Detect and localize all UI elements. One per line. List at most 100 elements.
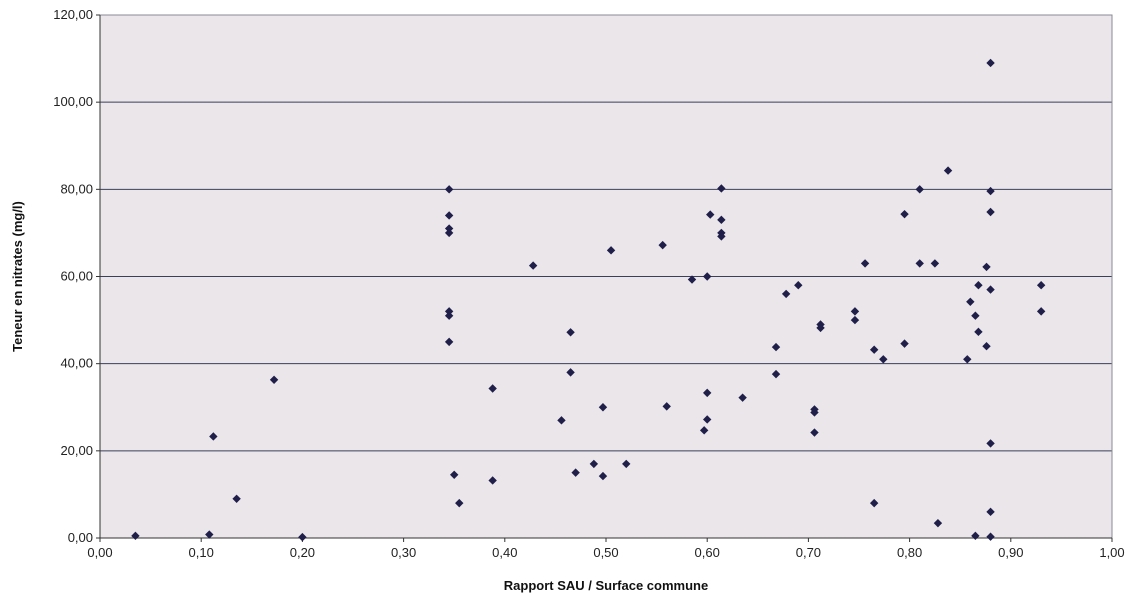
y-tick-labels: 0,00 20,00 40,00 60,00 80,00 100,00 120,00 <box>53 7 100 545</box>
data-point <box>850 315 860 325</box>
data-point <box>971 311 980 320</box>
x-tick-label: 0,80 <box>897 545 922 560</box>
data-point <box>444 211 454 220</box>
data-points <box>131 58 1046 542</box>
data-point <box>869 498 879 508</box>
data-point <box>557 416 566 425</box>
x-tick-label: 0,00 <box>87 545 112 560</box>
data-point <box>488 476 497 485</box>
data-point <box>860 259 870 268</box>
data-point <box>986 439 995 448</box>
x-axis-title: Rapport SAU / Surface commune <box>504 578 708 593</box>
data-point <box>794 281 803 290</box>
data-point <box>915 259 924 268</box>
y-tick-label: 80,00 <box>60 181 93 196</box>
y-axis-title: Teneur en nitrates (mg/l) <box>10 201 25 352</box>
data-point <box>982 262 991 272</box>
data-point <box>444 311 454 320</box>
data-point <box>850 307 860 316</box>
data-point <box>662 402 671 411</box>
data-point <box>781 289 791 299</box>
data-point <box>771 342 781 352</box>
data-point <box>444 337 454 347</box>
data-point <box>986 285 995 294</box>
data-point <box>971 531 980 541</box>
data-point <box>738 393 747 402</box>
data-point <box>1036 281 1046 290</box>
x-tick-label: 0,90 <box>998 545 1023 560</box>
data-point <box>566 328 575 337</box>
data-point <box>444 307 454 316</box>
x-tick-label: 0,20 <box>290 545 315 560</box>
y-tick-label: 0,00 <box>68 530 93 545</box>
data-point <box>810 408 819 417</box>
data-point <box>986 207 995 217</box>
data-point <box>444 224 454 233</box>
data-point <box>900 209 909 219</box>
data-point <box>455 498 464 508</box>
y-tick-label: 100,00 <box>53 94 93 109</box>
data-point <box>703 388 712 398</box>
data-point <box>986 532 995 541</box>
x-tick-label: 0,10 <box>189 545 214 560</box>
x-tick-label: 0,30 <box>391 545 416 560</box>
data-point <box>209 432 218 441</box>
data-point <box>943 166 953 175</box>
y-tick-label: 40,00 <box>60 356 93 371</box>
y-tick-label: 60,00 <box>60 269 93 284</box>
data-point <box>622 459 631 469</box>
data-point <box>869 345 879 354</box>
data-point <box>717 184 726 193</box>
data-point <box>879 355 888 364</box>
data-point <box>598 471 608 481</box>
data-point <box>703 415 712 424</box>
data-point <box>717 232 726 241</box>
data-point <box>205 530 214 539</box>
data-point <box>816 323 825 333</box>
x-tick-labels: 0,00 0,10 0,20 0,30 0,40 0,50 0,60 0,70 0,80 0,90… <box>87 538 1125 560</box>
data-point <box>963 355 972 364</box>
y-tick-label: 120,00 <box>53 7 93 22</box>
data-point <box>974 327 983 337</box>
data-point <box>986 186 995 196</box>
data-point <box>566 368 575 377</box>
data-point <box>1036 307 1046 316</box>
data-point <box>915 185 924 194</box>
data-point <box>444 185 454 194</box>
data-point <box>982 342 991 351</box>
data-point <box>930 259 940 268</box>
data-point <box>598 403 608 412</box>
data-point <box>571 468 580 477</box>
data-point <box>450 470 459 480</box>
data-point <box>703 272 712 281</box>
data-point <box>900 339 909 348</box>
data-point <box>699 426 709 435</box>
data-point <box>986 58 995 68</box>
x-tick-label: 0,60 <box>695 545 720 560</box>
data-point <box>810 428 819 437</box>
data-point <box>974 281 983 290</box>
data-point <box>131 531 140 541</box>
data-point <box>606 246 616 255</box>
data-point <box>986 507 995 517</box>
data-point <box>687 275 697 284</box>
data-point <box>298 532 307 542</box>
data-point <box>232 494 241 503</box>
y-tick-label: 20,00 <box>60 443 93 458</box>
x-tick-label: 1,00 <box>1099 545 1124 560</box>
data-point <box>966 297 975 306</box>
data-point <box>444 228 454 238</box>
data-point <box>488 384 497 393</box>
data-point <box>933 518 943 528</box>
data-point <box>589 459 599 469</box>
data-point <box>269 375 279 384</box>
x-tick-label: 0,70 <box>796 545 821 560</box>
data-point <box>658 240 667 250</box>
data-point <box>706 210 715 219</box>
data-point <box>528 261 538 270</box>
x-tick-label: 0,40 <box>492 545 517 560</box>
x-tick-label: 0,50 <box>593 545 618 560</box>
data-point <box>771 369 781 379</box>
data-point <box>717 215 726 225</box>
